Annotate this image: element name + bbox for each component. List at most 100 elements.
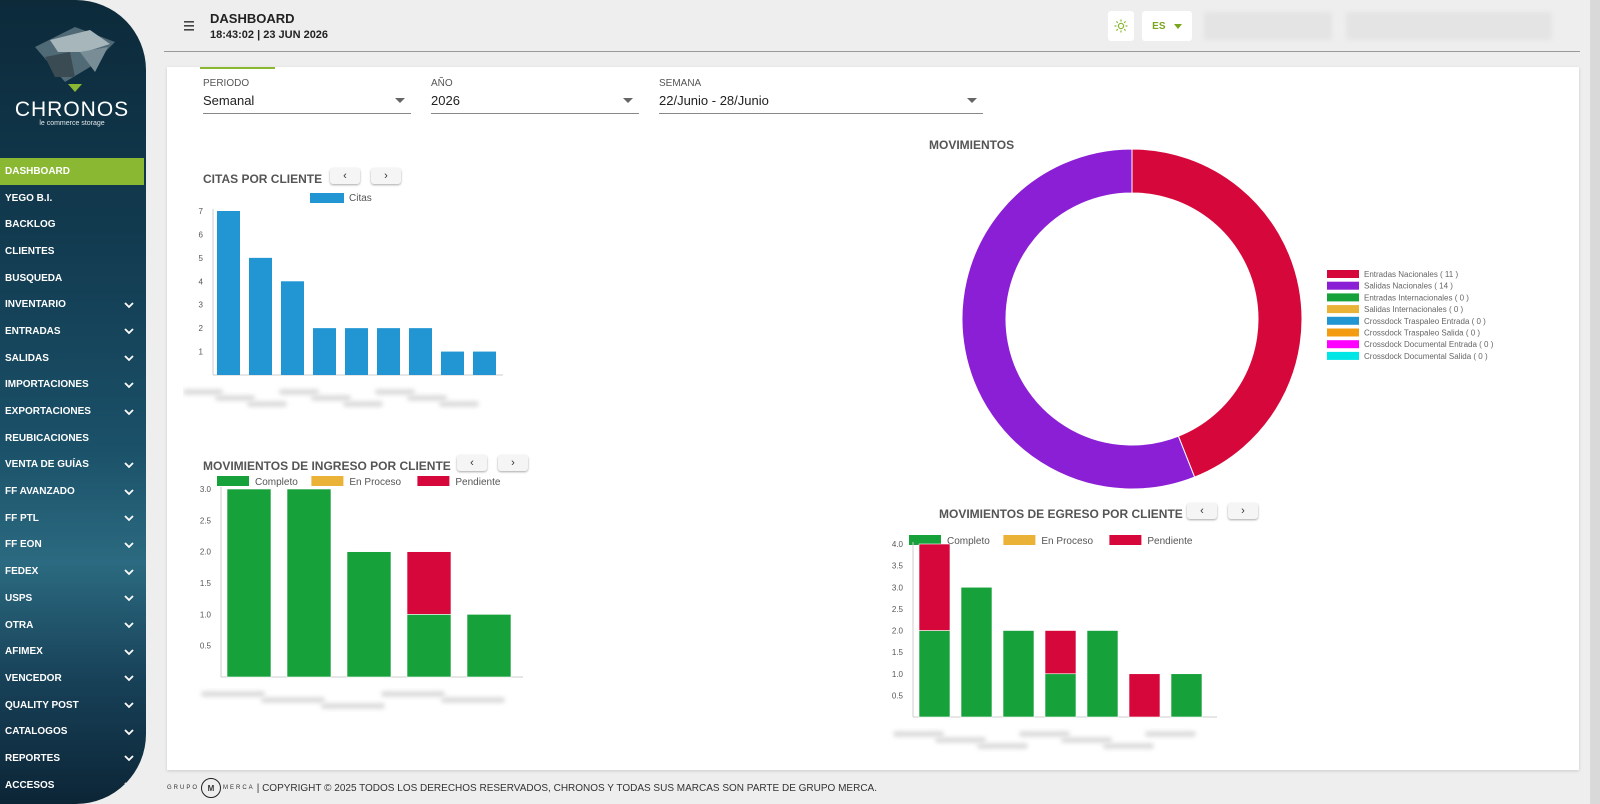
menu-icon[interactable] xyxy=(182,20,196,32)
y-tick-label: 2.5 xyxy=(892,605,904,614)
x-tick-label-blurred xyxy=(343,401,383,407)
sun-icon xyxy=(1114,19,1128,33)
sidebar-item-ff-avanzado[interactable]: FF AVANZADO xyxy=(0,478,144,505)
egreso-chart: Completo En Proceso Pendiente 0.5 1.0 1.5 2.0 2… xyxy=(892,535,1217,749)
sidebar-item-salidas[interactable]: SALIDAS xyxy=(0,345,144,372)
sidebar-item-clientes[interactable]: CLIENTES xyxy=(0,238,144,265)
bar-segment xyxy=(960,586,993,718)
semana-label: SEMANA xyxy=(659,78,702,89)
sidebar-item-usps[interactable]: USPS xyxy=(0,585,144,612)
citas-prev-button[interactable]: ‹ xyxy=(330,168,360,184)
chevron-down-icon xyxy=(124,515,134,522)
legend-swatch xyxy=(1003,535,1036,545)
legend-label: Crossdock Documental Salida ( 0 ) xyxy=(1364,352,1488,361)
chevron-down-icon xyxy=(124,355,134,362)
sidebar-item-ff-eon[interactable]: FF EON xyxy=(0,532,144,559)
dashboard-card: PERIODO Semanal AÑO 2026 SEMANA 22/Junio… xyxy=(167,67,1579,770)
caret-down-icon xyxy=(1173,23,1182,29)
y-tick-label: 1.0 xyxy=(200,610,212,619)
sidebar-item-reubicaciones[interactable]: REUBICACIONES xyxy=(0,425,144,452)
user-menu-blurred[interactable] xyxy=(1346,12,1552,40)
sidebar-item-label: USPS xyxy=(5,592,33,604)
user-info-blurred xyxy=(1204,12,1332,40)
sidebar-item-inventario[interactable]: INVENTARIO xyxy=(0,291,144,318)
sidebar-item-vencedor[interactable]: VENCEDOR xyxy=(0,665,144,692)
y-tick-label: 3.0 xyxy=(200,485,212,494)
sidebar-item-importaciones[interactable]: IMPORTACIONES xyxy=(0,372,144,399)
sidebar: CHRONOS le commerce storage DASHBOARD YEG… xyxy=(0,0,146,804)
sidebar-item-label: QUALITY POST xyxy=(5,699,79,711)
chevron-right-icon: › xyxy=(511,457,515,469)
chevron-down-icon xyxy=(124,488,134,495)
chevron-down-icon xyxy=(124,569,134,575)
periodo-select[interactable]: PERIODO Semanal xyxy=(203,78,411,114)
grupo-merca-logo: GRUPO M MERCA xyxy=(167,778,255,798)
legend-swatch-citas xyxy=(310,193,344,203)
sidebar-item-fedex[interactable]: FEDEX xyxy=(0,558,144,585)
donut-slice xyxy=(1131,148,1303,478)
bar-segment xyxy=(918,543,951,631)
bar-citas xyxy=(345,328,368,375)
sidebar-item-label: FEDEX xyxy=(5,566,39,578)
sidebar-item-backlog[interactable]: BACKLOG xyxy=(0,211,144,238)
y-tick-label: 0.5 xyxy=(892,691,904,700)
sidebar-item-reportes[interactable]: REPORTES xyxy=(0,745,144,772)
legend-swatch xyxy=(1327,328,1359,337)
legend-swatch xyxy=(217,476,249,486)
sidebar-item-label: IMPORTACIONES xyxy=(5,379,89,391)
language-select[interactable]: ES xyxy=(1142,11,1192,41)
legend-swatch xyxy=(1327,293,1359,302)
y-tick-label: 2.0 xyxy=(892,627,904,636)
anio-select[interactable]: AÑO 2026 xyxy=(431,78,639,114)
theme-toggle-button[interactable] xyxy=(1108,11,1134,41)
legend-swatch xyxy=(1327,281,1359,290)
sidebar-item-busqueda[interactable]: BUSQUEDA xyxy=(0,265,144,292)
chevron-down-icon xyxy=(124,595,134,602)
x-tick-label-blurred xyxy=(381,691,445,697)
brand-name: CHRONOS xyxy=(14,98,130,121)
sidebar-item-afimex[interactable]: AFIMEX xyxy=(0,638,144,665)
bar-segment xyxy=(226,488,272,678)
sidebar-item-label: BACKLOG xyxy=(5,219,56,231)
semana-select[interactable]: SEMANA 22/Junio - 28/Junio xyxy=(659,78,983,114)
ingreso-prev-button[interactable]: ‹ xyxy=(457,455,487,471)
ingreso-next-button[interactable]: › xyxy=(498,455,528,471)
citas-chart: Citas 1 2 3 4 5 6 7 xyxy=(183,193,503,407)
sidebar-item-exportaciones[interactable]: EXPORTACIONES xyxy=(0,398,144,425)
bar-segment xyxy=(406,614,452,678)
sidebar-item-label: CATALOGOS xyxy=(5,726,68,738)
chevron-down-icon xyxy=(124,408,134,415)
y-tick-label: 2 xyxy=(199,324,204,333)
bar-segment xyxy=(1002,630,1035,718)
tab-indicator xyxy=(200,67,275,69)
chevron-down-icon xyxy=(124,675,134,682)
x-tick-label-blurred xyxy=(183,389,223,395)
legend-swatch xyxy=(909,535,941,545)
x-tick-label-blurred xyxy=(1145,731,1196,737)
sidebar-item-ff-ptl[interactable]: FF PTL xyxy=(0,505,144,532)
sidebar-item-quality-post[interactable]: QUALITY POST xyxy=(0,692,144,719)
sidebar-item-dashboard[interactable]: DASHBOARD xyxy=(0,158,144,185)
chevron-down-icon xyxy=(124,649,134,655)
sidebar-item-otra[interactable]: OTRA xyxy=(0,612,144,639)
y-tick-label: 4.0 xyxy=(892,540,904,549)
sidebar-item-yego-b-i-[interactable]: YEGO B.I. xyxy=(0,185,144,212)
legend-swatch xyxy=(417,476,450,486)
legend-swatch xyxy=(1327,340,1359,349)
donut-slice xyxy=(961,148,1196,490)
legend-swatch xyxy=(1327,305,1359,314)
legend-label: En Proceso xyxy=(1041,536,1093,547)
sidebar-item-entradas[interactable]: ENTRADAS xyxy=(0,318,144,345)
datetime: 18:43:02 | 23 JUN 2026 xyxy=(210,29,329,41)
sidebar-item-catalogos[interactable]: CATALOGOS xyxy=(0,718,144,745)
legend-swatch xyxy=(1327,316,1359,325)
citas-next-button[interactable]: › xyxy=(371,168,401,184)
egreso-next-button[interactable]: › xyxy=(1228,503,1258,519)
footer: GRUPO M MERCA | COPYRIGHT © 2025 TODOS L… xyxy=(167,778,877,798)
sidebar-nav: DASHBOARD YEGO B.I. BACKLOG CLIENTES BUSQUED… xyxy=(0,158,144,799)
caret-down-icon xyxy=(623,98,633,103)
legend-label: Salidas Internacionales ( 0 ) xyxy=(1364,305,1464,314)
sidebar-item-accesos[interactable]: ACCESOS xyxy=(0,772,144,799)
sidebar-item-venta-de-guías[interactable]: VENTA DE GUÍAS xyxy=(0,452,144,479)
egreso-prev-button[interactable]: ‹ xyxy=(1187,503,1217,519)
